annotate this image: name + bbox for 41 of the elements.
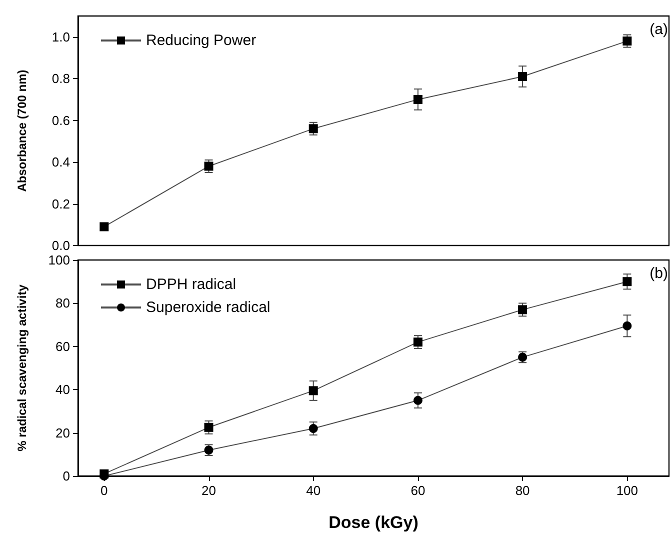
y-tick-label: 0.2 (52, 196, 70, 212)
point (308, 386, 318, 396)
y-tick-label: 0.4 (52, 154, 70, 170)
point (413, 396, 422, 405)
y-tick-label: 80 (56, 296, 70, 311)
y-tick-label: 0.6 (52, 112, 70, 128)
point (413, 338, 422, 347)
annotation: (b) (650, 265, 668, 282)
x-tick-label: 60 (410, 483, 426, 498)
y-tick-label: 40 (56, 382, 70, 398)
point (413, 94, 422, 104)
y-tick-label: 0 (62, 468, 70, 484)
point (622, 36, 632, 46)
legend-label: Superoxide radical (146, 299, 270, 316)
y-axis-title: Absorbance (700 nm) (15, 70, 29, 192)
y-tick-label: 0.8 (52, 71, 70, 86)
point (518, 305, 528, 314)
point (518, 72, 528, 82)
annotation: (a) (650, 21, 668, 38)
y-axis-title: % radical scavenging activity (15, 284, 29, 452)
point (308, 424, 318, 433)
y-tick-label: 1.0 (52, 29, 70, 44)
point (204, 422, 214, 432)
point (622, 321, 632, 330)
y-tick-label: 100 (48, 252, 70, 268)
legend-label: DPPH radical (146, 276, 236, 293)
x-tick-label: 0 (100, 483, 108, 498)
y-tick-label: 60 (56, 338, 70, 354)
x-tick-label: 40 (306, 483, 321, 498)
point (622, 277, 632, 286)
x-tick-label: 20 (202, 483, 216, 498)
x-tick-label: 80 (515, 483, 530, 498)
point (204, 162, 214, 171)
point (100, 222, 109, 232)
point (308, 124, 318, 134)
y-tick-label: 0.0 (52, 238, 70, 253)
x-axis-title: Dose (kGy) (328, 513, 418, 532)
y-tick-label: 20 (56, 425, 70, 440)
point (100, 469, 109, 478)
x-tick-label: 100 (616, 483, 638, 498)
legend-label: Reducing Power (146, 32, 256, 49)
